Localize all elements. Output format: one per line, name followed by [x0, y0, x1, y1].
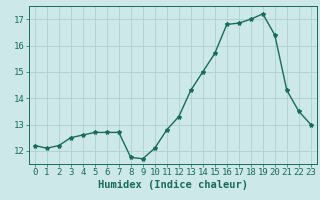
X-axis label: Humidex (Indice chaleur): Humidex (Indice chaleur) — [98, 180, 248, 190]
